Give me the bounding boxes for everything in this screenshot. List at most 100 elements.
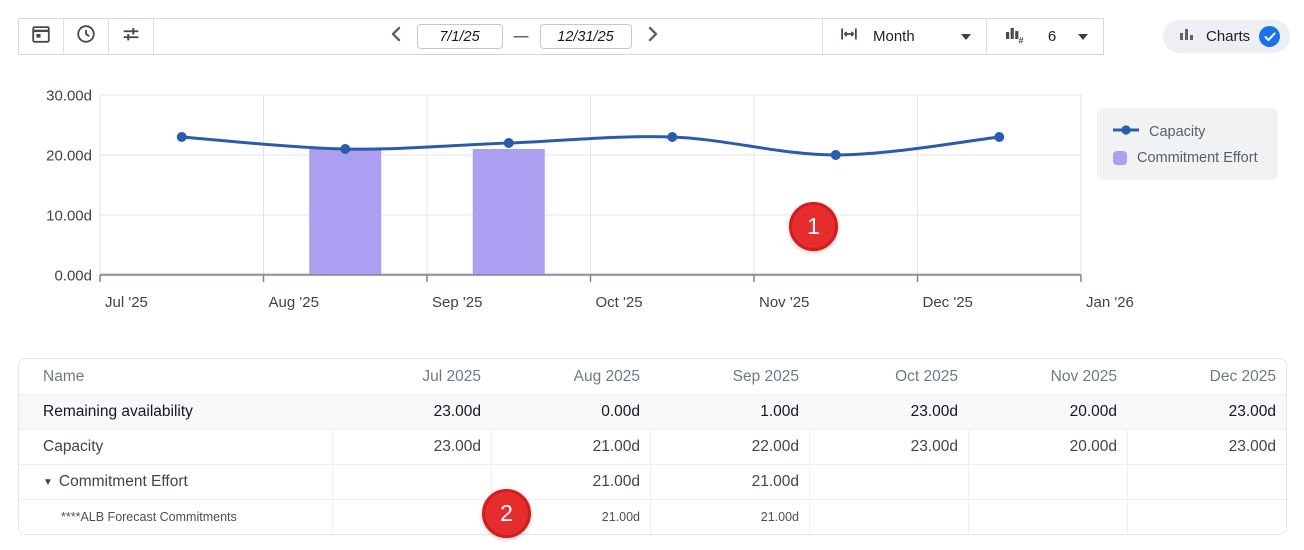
value-cell: 23.00d — [433, 403, 481, 420]
calendar-icon — [30, 23, 52, 50]
capacity-point[interactable] — [503, 138, 514, 148]
row-name-label: Commitment Effort — [58, 473, 188, 490]
row-name-label: Capacity — [43, 438, 104, 455]
annotation-badge-number: 1 — [807, 213, 820, 239]
value-cell: 23.00d — [910, 403, 958, 420]
chevron-left-icon — [389, 25, 403, 48]
value-cell: 21.00d — [650, 465, 809, 499]
table-row[interactable]: Remaining availability 23.00d 0.00d 1.00d 23… — [19, 394, 1286, 429]
chart-legend: Capacity Commitment Effort — [1097, 108, 1278, 180]
y-axis-label: 20.00d — [46, 148, 92, 165]
value-cell: 23.00d — [1127, 430, 1286, 464]
clock-icon — [75, 23, 97, 50]
annotation-badge-number: 2 — [500, 500, 513, 526]
value-cell — [1127, 465, 1286, 499]
table-row[interactable]: ****ALB Forecast Commitments 21.00d 21.00d — [19, 499, 1286, 534]
capacity-point[interactable] — [830, 150, 841, 160]
capacity-table: Name Jul 2025 Aug 2025 Sep 2025 Oct 2025 Nov … — [18, 358, 1287, 535]
value-cell — [332, 500, 491, 534]
value-cell — [809, 465, 968, 499]
calendar-view-button[interactable] — [19, 19, 64, 54]
capacity-point[interactable] — [176, 132, 187, 142]
x-axis-label: Jan '26 — [1086, 294, 1134, 311]
previous-period-button[interactable] — [386, 25, 406, 49]
zoom-unit-dropdown[interactable]: Month — [823, 19, 986, 54]
capacity-chart: 30.00d 20.00d 10.00d 0.00d Jul '25 Aug '25 Sep… — [46, 88, 1134, 312]
toolbar-divider — [822, 19, 823, 54]
x-axis-label: Sep '25 — [432, 294, 482, 311]
column-width-icon — [838, 23, 860, 50]
next-period-button[interactable] — [643, 25, 663, 49]
value-cell: 21.00d — [650, 500, 809, 534]
toolbar: — Month # — [18, 18, 1104, 55]
row-name-cell: Capacity — [19, 430, 332, 464]
x-axis-label: Oct '25 — [596, 294, 643, 311]
zero-baseline-bars — [100, 273, 1081, 275]
value-cell — [332, 465, 491, 499]
row-name-cell: ****ALB Forecast Commitments — [19, 500, 332, 534]
bar-commitment-effort[interactable] — [309, 149, 382, 275]
bar-count-icon: # — [1002, 22, 1026, 51]
value-cell: 23.00d — [1228, 403, 1276, 420]
charts-toggle-chip[interactable]: Charts — [1163, 20, 1291, 53]
filter-settings-button[interactable] — [109, 19, 154, 54]
y-axis-label: 10.00d — [46, 208, 92, 225]
line-series-marker-icon — [1113, 123, 1139, 141]
collapse-expander-icon[interactable]: ▼ — [43, 476, 53, 488]
row-name-cell: Remaining availability — [19, 395, 332, 429]
legend-item-commitment-effort[interactable]: Commitment Effort — [1113, 150, 1264, 166]
date-range-group: — — [386, 24, 663, 49]
x-axis-label: Dec '25 — [923, 294, 973, 311]
value-cell: 22.00d — [650, 430, 809, 464]
value-cell: 21.00d — [491, 465, 650, 499]
x-axis-label: Aug '25 — [269, 294, 319, 311]
annotation-badge-1: 1 — [789, 202, 838, 251]
y-axis-label: 0.00d — [54, 268, 92, 285]
checkmark-icon — [1259, 26, 1281, 47]
capacity-point[interactable] — [340, 144, 351, 154]
x-axis-label: Jul '25 — [105, 294, 148, 311]
legend-label: Commitment Effort — [1137, 150, 1258, 166]
toolbar-center: — — [154, 19, 822, 54]
column-header: Aug 2025 — [573, 367, 640, 385]
legend-label: Capacity — [1149, 124, 1206, 140]
time-view-button[interactable] — [64, 19, 109, 54]
column-header: Sep 2025 — [732, 367, 799, 385]
value-cell: 0.00d — [601, 403, 640, 420]
zoom-unit-label: Month — [873, 28, 915, 45]
chevron-down-icon — [961, 33, 971, 40]
value-cell — [809, 500, 968, 534]
value-cell: 21.00d — [491, 430, 650, 464]
table-row[interactable]: Capacity 23.00d 21.00d 22.00d 23.00d 20.00d 23… — [19, 429, 1286, 464]
x-axis-label: Nov '25 — [759, 294, 809, 311]
value-cell: 20.00d — [968, 430, 1127, 464]
bar-commitment-effort[interactable] — [472, 149, 545, 275]
end-date-input[interactable] — [539, 24, 632, 49]
start-date-input[interactable] — [416, 24, 503, 49]
value-cell: 1.00d — [760, 403, 799, 420]
capacity-point[interactable] — [994, 132, 1005, 142]
value-cell: 23.00d — [332, 430, 491, 464]
y-axis-label: 30.00d — [46, 88, 92, 105]
value-cell — [1127, 500, 1286, 534]
bar-chart-icon — [1179, 26, 1197, 47]
table-header-row: Name Jul 2025 Aug 2025 Sep 2025 Oct 2025 Nov … — [19, 359, 1286, 394]
chevron-right-icon — [646, 25, 660, 48]
value-cell: 23.00d — [809, 430, 968, 464]
bar-series-swatch-icon — [1113, 151, 1127, 165]
value-cell — [968, 500, 1127, 534]
toolbar-divider — [986, 19, 987, 54]
annotation-badge-2: 2 — [482, 489, 531, 538]
column-header: Dec 2025 — [1209, 367, 1276, 385]
capacity-line — [181, 135, 1000, 157]
table-row[interactable]: ▼ Commitment Effort 21.00d 21.00d — [19, 464, 1286, 499]
legend-item-capacity[interactable]: Capacity — [1113, 123, 1264, 141]
bar-count-dropdown[interactable]: # 6 — [987, 19, 1103, 54]
capacity-point[interactable] — [667, 132, 678, 142]
row-name-cell: ▼ Commitment Effort — [19, 465, 332, 499]
svg-text:#: # — [1019, 36, 1024, 46]
name-column-header: Name — [43, 367, 85, 385]
value-cell — [968, 465, 1127, 499]
charts-toggle-label: Charts — [1206, 28, 1251, 45]
column-header: Oct 2025 — [895, 367, 958, 385]
